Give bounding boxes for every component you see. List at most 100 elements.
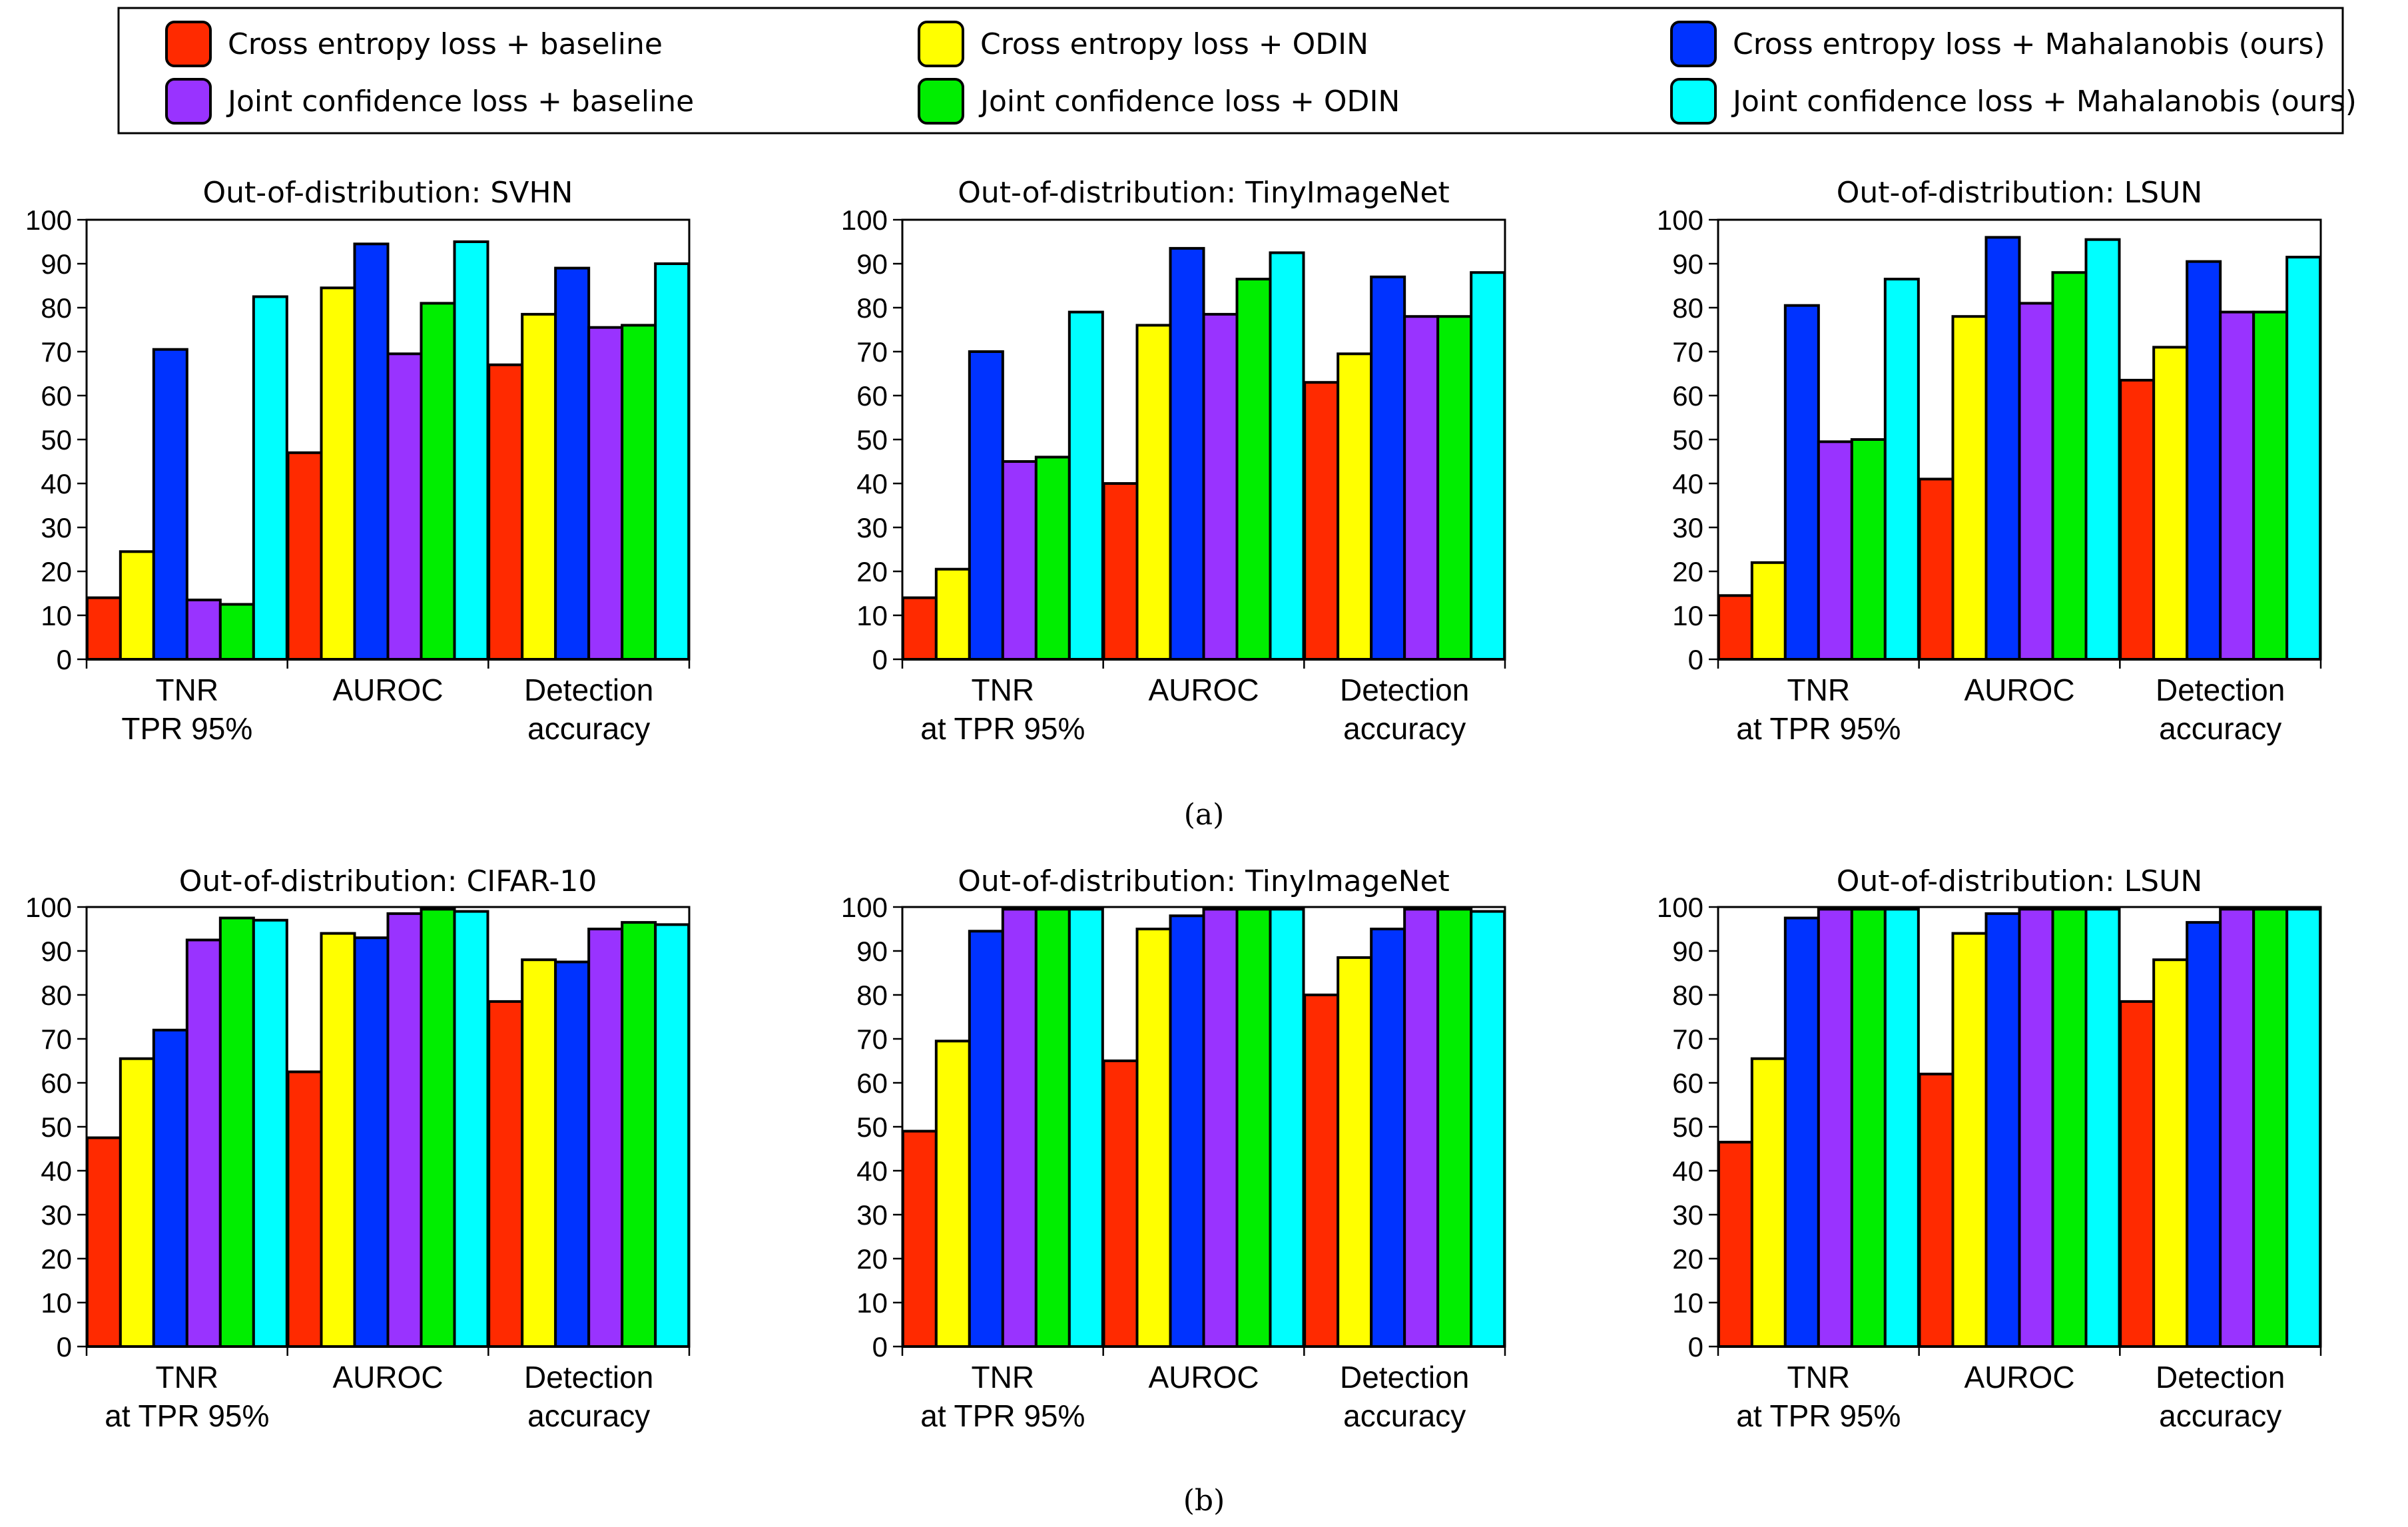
bar bbox=[1269, 908, 1305, 1349]
caption-a: (a) bbox=[1184, 798, 1225, 832]
y-tick-label: 50 bbox=[41, 1111, 72, 1143]
category-label: AUROC bbox=[1964, 1360, 2074, 1394]
y-tick-label: 10 bbox=[41, 1287, 72, 1319]
category-label: accuracy bbox=[2159, 1398, 2281, 1433]
chart-title: Out-of-distribution: TinyImageNet bbox=[958, 176, 1450, 210]
chart-panel: Out-of-distribution: CIFAR-10 0 10 20 30 40 50… bbox=[25, 864, 691, 1433]
y-tick-label: 0 bbox=[872, 644, 888, 675]
chart-panel: Out-of-distribution: SVHN 0 10 20 30 40 50 60 70… bbox=[25, 176, 691, 746]
legend-swatch bbox=[1670, 21, 1717, 67]
bar bbox=[1102, 482, 1139, 661]
category-label: accuracy bbox=[527, 1398, 650, 1433]
y-tick-label: 30 bbox=[856, 1199, 888, 1231]
bar bbox=[1951, 932, 1988, 1348]
chart-panel: Out-of-distribution: TinyImageNet 0 10 20 30… bbox=[841, 176, 1506, 746]
y-tick-label: 90 bbox=[856, 936, 888, 967]
bar bbox=[1403, 908, 1440, 1349]
y-tick-label: 90 bbox=[1672, 248, 1703, 280]
bar bbox=[1918, 1072, 1955, 1349]
category-label: accuracy bbox=[1343, 711, 1466, 746]
bar bbox=[1436, 908, 1473, 1349]
bar bbox=[1883, 278, 1920, 661]
y-tick-label: 100 bbox=[841, 892, 888, 923]
bar bbox=[1303, 381, 1340, 661]
legend-label: Joint confidence loss + baseline bbox=[226, 85, 694, 119]
bar bbox=[420, 302, 456, 661]
category-label: at TPR 95% bbox=[1736, 1398, 1901, 1433]
bar bbox=[1001, 460, 1038, 661]
category-label: Detection bbox=[2156, 673, 2285, 707]
bar bbox=[119, 550, 155, 661]
y-tick-label: 40 bbox=[41, 468, 72, 499]
bar bbox=[85, 596, 122, 661]
y-tick-label: 50 bbox=[1672, 424, 1703, 456]
bar bbox=[1918, 477, 1955, 661]
bar bbox=[252, 918, 288, 1349]
y-tick-label: 60 bbox=[41, 1068, 72, 1099]
bar bbox=[1303, 994, 1340, 1348]
y-tick-label: 80 bbox=[1672, 980, 1703, 1011]
bar bbox=[1034, 908, 1071, 1349]
bar bbox=[185, 598, 222, 661]
caption-b: (b) bbox=[1183, 1484, 1225, 1518]
bar bbox=[487, 363, 524, 661]
y-tick-label: 70 bbox=[1672, 1024, 1703, 1055]
bar bbox=[218, 603, 255, 661]
bar bbox=[252, 295, 288, 661]
y-tick-label: 50 bbox=[1672, 1111, 1703, 1143]
y-tick-label: 60 bbox=[41, 380, 72, 412]
y-tick-label: 60 bbox=[1672, 380, 1703, 412]
bar bbox=[1783, 916, 1820, 1348]
bar bbox=[1067, 310, 1104, 661]
category-label: Detection bbox=[524, 673, 653, 707]
category-label: AUROC bbox=[332, 1360, 443, 1394]
y-tick-label: 10 bbox=[1672, 600, 1703, 631]
bar bbox=[2152, 346, 2189, 661]
y-tick-label: 10 bbox=[856, 1287, 888, 1319]
category-label: accuracy bbox=[1343, 1398, 1466, 1433]
bar bbox=[654, 262, 691, 661]
legend-swatch bbox=[1670, 78, 1717, 125]
bar bbox=[420, 908, 456, 1349]
y-tick-label: 70 bbox=[41, 336, 72, 368]
category-label: TNR bbox=[1787, 1360, 1851, 1394]
y-tick-label: 0 bbox=[57, 1331, 72, 1363]
bar bbox=[286, 1070, 323, 1348]
bar bbox=[1202, 312, 1239, 661]
y-tick-label: 40 bbox=[856, 468, 888, 499]
plot-area bbox=[85, 218, 691, 661]
y-tick-label: 70 bbox=[41, 1024, 72, 1055]
bar bbox=[2051, 908, 2088, 1349]
chart-panel: Out-of-distribution: LSUN 0 10 20 30 40 50 60 70… bbox=[1657, 176, 2322, 746]
bar bbox=[1984, 236, 2021, 661]
y-tick-label: 40 bbox=[41, 1155, 72, 1187]
y-tick-label: 70 bbox=[1672, 336, 1703, 368]
bar bbox=[521, 312, 557, 661]
bar bbox=[152, 1028, 188, 1349]
bar bbox=[1135, 928, 1172, 1348]
plot-area bbox=[85, 906, 691, 1348]
bar bbox=[2018, 908, 2054, 1349]
y-tick-label: 40 bbox=[1672, 1155, 1703, 1187]
bar bbox=[1034, 456, 1071, 661]
category-label: AUROC bbox=[1148, 1360, 1259, 1394]
category-label: Detection bbox=[524, 1360, 653, 1394]
legend-label: Joint confidence loss + ODIN bbox=[978, 85, 1400, 119]
category-label: Detection bbox=[1340, 673, 1469, 707]
y-tick-label: 100 bbox=[1657, 204, 1703, 236]
y-tick-label: 60 bbox=[856, 380, 888, 412]
y-tick-label: 90 bbox=[1672, 936, 1703, 967]
bar bbox=[901, 596, 938, 661]
category-label: TNR bbox=[156, 673, 219, 707]
bar bbox=[521, 958, 557, 1348]
y-tick-label: 30 bbox=[1672, 1199, 1703, 1231]
y-tick-label: 80 bbox=[41, 980, 72, 1011]
bar bbox=[1269, 251, 1305, 661]
y-tick-label: 0 bbox=[1688, 644, 1703, 675]
bar bbox=[152, 348, 188, 661]
plot-area bbox=[1717, 906, 2322, 1348]
chart-title: Out-of-distribution: SVHN bbox=[203, 176, 573, 210]
bar bbox=[2119, 378, 2156, 661]
y-tick-label: 100 bbox=[1657, 892, 1703, 923]
